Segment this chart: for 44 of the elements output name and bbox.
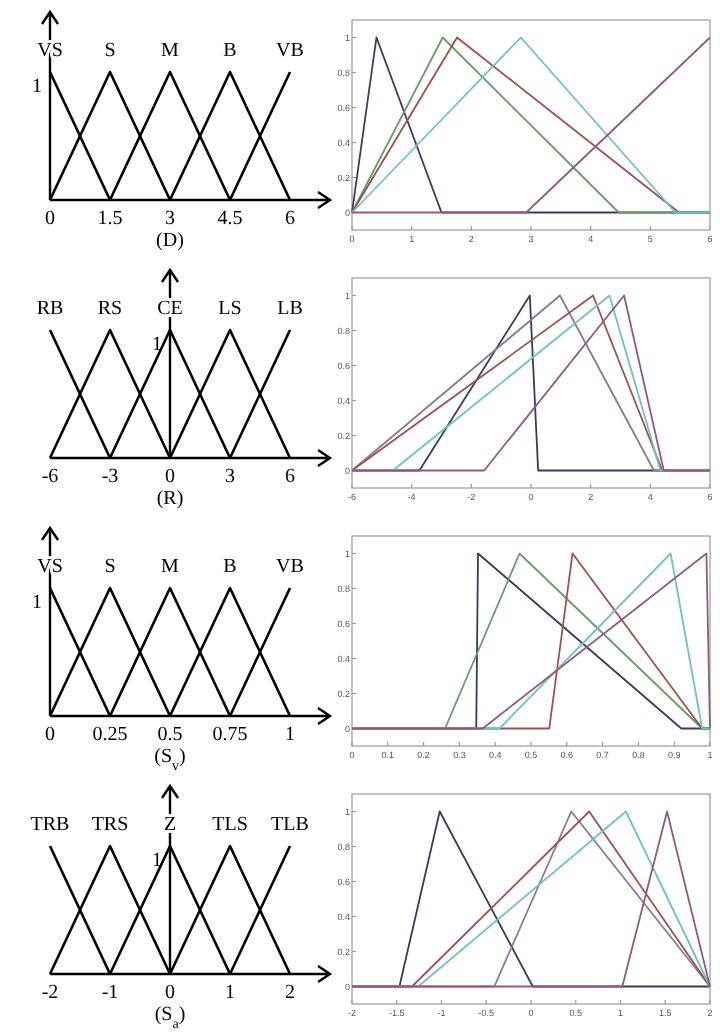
x-tick-label: -1 [101,982,119,1004]
x-tick-label: 0.75 [212,724,248,746]
x-tick-label: 0.5 [157,724,183,746]
x-axis-title: (S$_{v}$) [154,746,186,774]
series-label: TLS [212,814,248,836]
series-label: RB [36,298,64,320]
series-label: LS [218,298,242,320]
series-label: RS [97,298,123,320]
series-label: M [161,556,180,578]
x-axis-title: (R) [156,488,184,510]
annotation: 1 [152,850,162,872]
text: 1 [32,76,42,98]
x-tick-label: 6 [285,466,295,488]
series-label: B [223,40,238,62]
annotation: 1 [152,334,162,356]
x-tick-label: 2 [285,982,295,1004]
text: 1 [32,592,42,614]
series-label: LB [277,298,304,320]
series-label: B [223,556,238,578]
x-tick-label: 0 [45,724,55,746]
x-tick-label: 1.5 [97,208,123,230]
x-tick-label: -2 [41,982,59,1004]
series-label: TRS [91,814,129,836]
x-tick-label: 6 [285,208,295,230]
x-tick-label: 0 [165,466,175,488]
x-tick-label: -3 [101,466,119,488]
series-label: TLB [271,814,310,836]
series-label: TRB [30,814,71,836]
x-tick-label: 1 [225,982,235,1004]
series-label: S [104,556,116,578]
x-tick-label: 4.5 [217,208,243,230]
x-tick-label: 0 [165,982,175,1004]
series-label: VB [276,556,305,578]
x-tick-label: 0 [45,208,55,230]
x-axis-title: (D) [156,230,184,252]
x-tick-label: 1 [285,724,295,746]
series-label: VB [276,40,305,62]
x-tick-label: 3 [225,466,235,488]
x-tick-label: 3 [165,208,175,230]
series-label: S [104,40,116,62]
x-tick-label: 0.25 [92,724,128,746]
x-tick-label: -6 [41,466,59,488]
series-label: M [161,40,180,62]
x-axis-title: (S$_{a}$) [154,1004,186,1032]
